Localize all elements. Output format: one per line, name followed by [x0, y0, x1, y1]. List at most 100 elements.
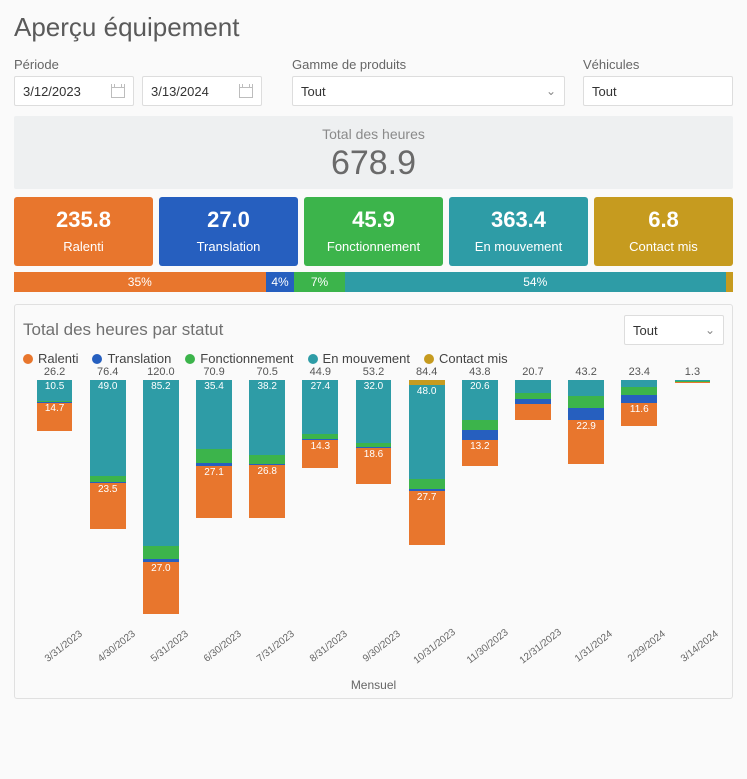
product-select[interactable]: Tout ⌄ [292, 76, 565, 106]
bar-segment [302, 439, 338, 440]
segment-value-label: 48.0 [417, 386, 436, 397]
start-date-field[interactable]: 3/12/2023 [14, 76, 134, 106]
segment-value-label: 26.8 [257, 466, 276, 477]
kpi-label: Ralenti [18, 239, 149, 254]
legend-dot-icon [424, 354, 434, 364]
chart-bar[interactable]: 18.632.053.2 [356, 380, 392, 484]
legend-item[interactable]: Contact mis [424, 351, 508, 366]
chart-column: 11.623.4 [614, 380, 665, 634]
bar-segment [568, 408, 604, 420]
chart-column: 27.135.470.9 [188, 380, 239, 634]
legend-label: Fonctionnement [200, 351, 293, 366]
chart-column: 18.632.053.2 [348, 380, 399, 634]
chart-bar[interactable]: 11.623.4 [621, 380, 657, 426]
legend-item[interactable]: En mouvement [308, 351, 410, 366]
chart-bar[interactable]: 14.327.444.9 [302, 380, 338, 468]
bar-total-label: 20.7 [522, 366, 543, 378]
total-value: 678.9 [14, 144, 733, 183]
bar-segment: 26.8 [249, 465, 285, 517]
segment-value-label: 38.2 [257, 381, 276, 392]
bar-segment [409, 479, 445, 489]
bar-total-label: 84.4 [416, 366, 437, 378]
kpi-value: 27.0 [163, 207, 294, 233]
chart-column: 27.748.084.4 [401, 380, 452, 634]
chart-bar[interactable]: 14.710.526.2 [37, 380, 73, 431]
chart-column: 14.327.444.9 [295, 380, 346, 634]
legend-dot-icon [308, 354, 318, 364]
bar-segment [675, 380, 711, 381]
bar-segment: 49.0 [90, 380, 126, 476]
chart-bar[interactable]: 20.7 [515, 380, 551, 420]
legend-item[interactable]: Fonctionnement [185, 351, 293, 366]
bar-segment: 18.6 [356, 448, 392, 484]
product-value: Tout [301, 84, 326, 99]
bar-segment [302, 434, 338, 439]
page-title: Aperçu équipement [14, 12, 733, 43]
legend-label: Contact mis [439, 351, 508, 366]
product-label: Gamme de produits [292, 57, 565, 72]
bar-segment: 85.2 [143, 380, 179, 546]
segment-value-label: 27.0 [151, 563, 170, 574]
bar-segment: 11.6 [621, 403, 657, 426]
segment-value-label: 85.2 [151, 381, 170, 392]
kpi-tile[interactable]: 45.9Fonctionnement [304, 197, 443, 266]
segment-value-label: 32.0 [364, 381, 383, 392]
legend-item[interactable]: Translation [92, 351, 171, 366]
chart-title: Total des heures par statut [23, 320, 223, 340]
kpi-label: Contact mis [598, 239, 729, 254]
chart-bar[interactable]: 27.135.470.9 [196, 380, 232, 518]
vehicle-label: Véhicules [583, 57, 733, 72]
kpi-tile[interactable]: 363.4En mouvement [449, 197, 588, 266]
kpi-row: 235.8 Ralenti 27.0Translation45.9Fonctionn… [14, 197, 733, 266]
chart-bar[interactable]: 26.838.270.5 [249, 380, 285, 518]
bar-segment: 27.7 [409, 491, 445, 545]
chart-filter-value: Tout [633, 323, 658, 338]
legend-dot-icon [92, 354, 102, 364]
segment-value-label: 10.5 [45, 381, 64, 392]
vehicle-select[interactable]: Tout [583, 76, 733, 106]
bar-segment [621, 387, 657, 395]
segment-value-label: 27.1 [204, 467, 223, 478]
total-label: Total des heures [14, 126, 733, 142]
bar-segment [90, 476, 126, 482]
segment-value-label: 11.6 [630, 404, 649, 415]
bar-segment [675, 382, 711, 383]
kpi-tile[interactable]: 27.0Translation [159, 197, 298, 266]
kpi-tile[interactable]: 6.8 Contact mis [594, 197, 733, 266]
bar-segment [37, 401, 73, 402]
bar-segment [356, 443, 392, 447]
kpi-value: 6.8 [598, 207, 729, 233]
end-date-field[interactable]: 3/13/2024 [142, 76, 262, 106]
chart-bar[interactable]: 22.943.2 [568, 380, 604, 464]
bar-total-label: 70.5 [256, 366, 277, 378]
bar-segment [409, 489, 445, 491]
bar-segment: 22.9 [568, 420, 604, 465]
chart-bar[interactable]: 27.748.084.4 [409, 380, 445, 545]
bar-segment: 27.1 [196, 466, 232, 519]
chart-bar[interactable]: 23.549.076.4 [90, 380, 126, 529]
bar-segment: 13.2 [462, 440, 498, 466]
bar-segment: 48.0 [409, 385, 445, 479]
bar-segment [143, 559, 179, 561]
kpi-value: 45.9 [308, 207, 439, 233]
bar-segment [515, 399, 551, 404]
pct-segment: 35% [14, 272, 266, 292]
chart-column: 26.838.270.5 [242, 380, 293, 634]
bar-segment: 35.4 [196, 380, 232, 449]
bar-segment [356, 447, 392, 448]
chart-filter-select[interactable]: Tout ⌄ [624, 315, 724, 345]
bar-segment [249, 455, 285, 464]
vehicle-value: Tout [592, 84, 617, 99]
kpi-value: 235.8 [18, 207, 149, 233]
chart-bar[interactable]: 13.220.643.8 [462, 380, 498, 466]
chart-column: 20.7 [507, 380, 558, 634]
segment-value-label: 27.4 [311, 381, 330, 392]
segment-value-label: 14.3 [311, 441, 330, 452]
bar-total-label: 53.2 [363, 366, 384, 378]
chart-bar[interactable]: 27.085.2120.0 [143, 380, 179, 614]
legend-item[interactable]: Ralenti [23, 351, 78, 366]
segment-value-label: 20.6 [470, 381, 489, 392]
legend-label: Ralenti [38, 351, 78, 366]
kpi-tile[interactable]: 235.8 Ralenti [14, 197, 153, 266]
chart-bar[interactable]: 1.3 [675, 380, 711, 383]
